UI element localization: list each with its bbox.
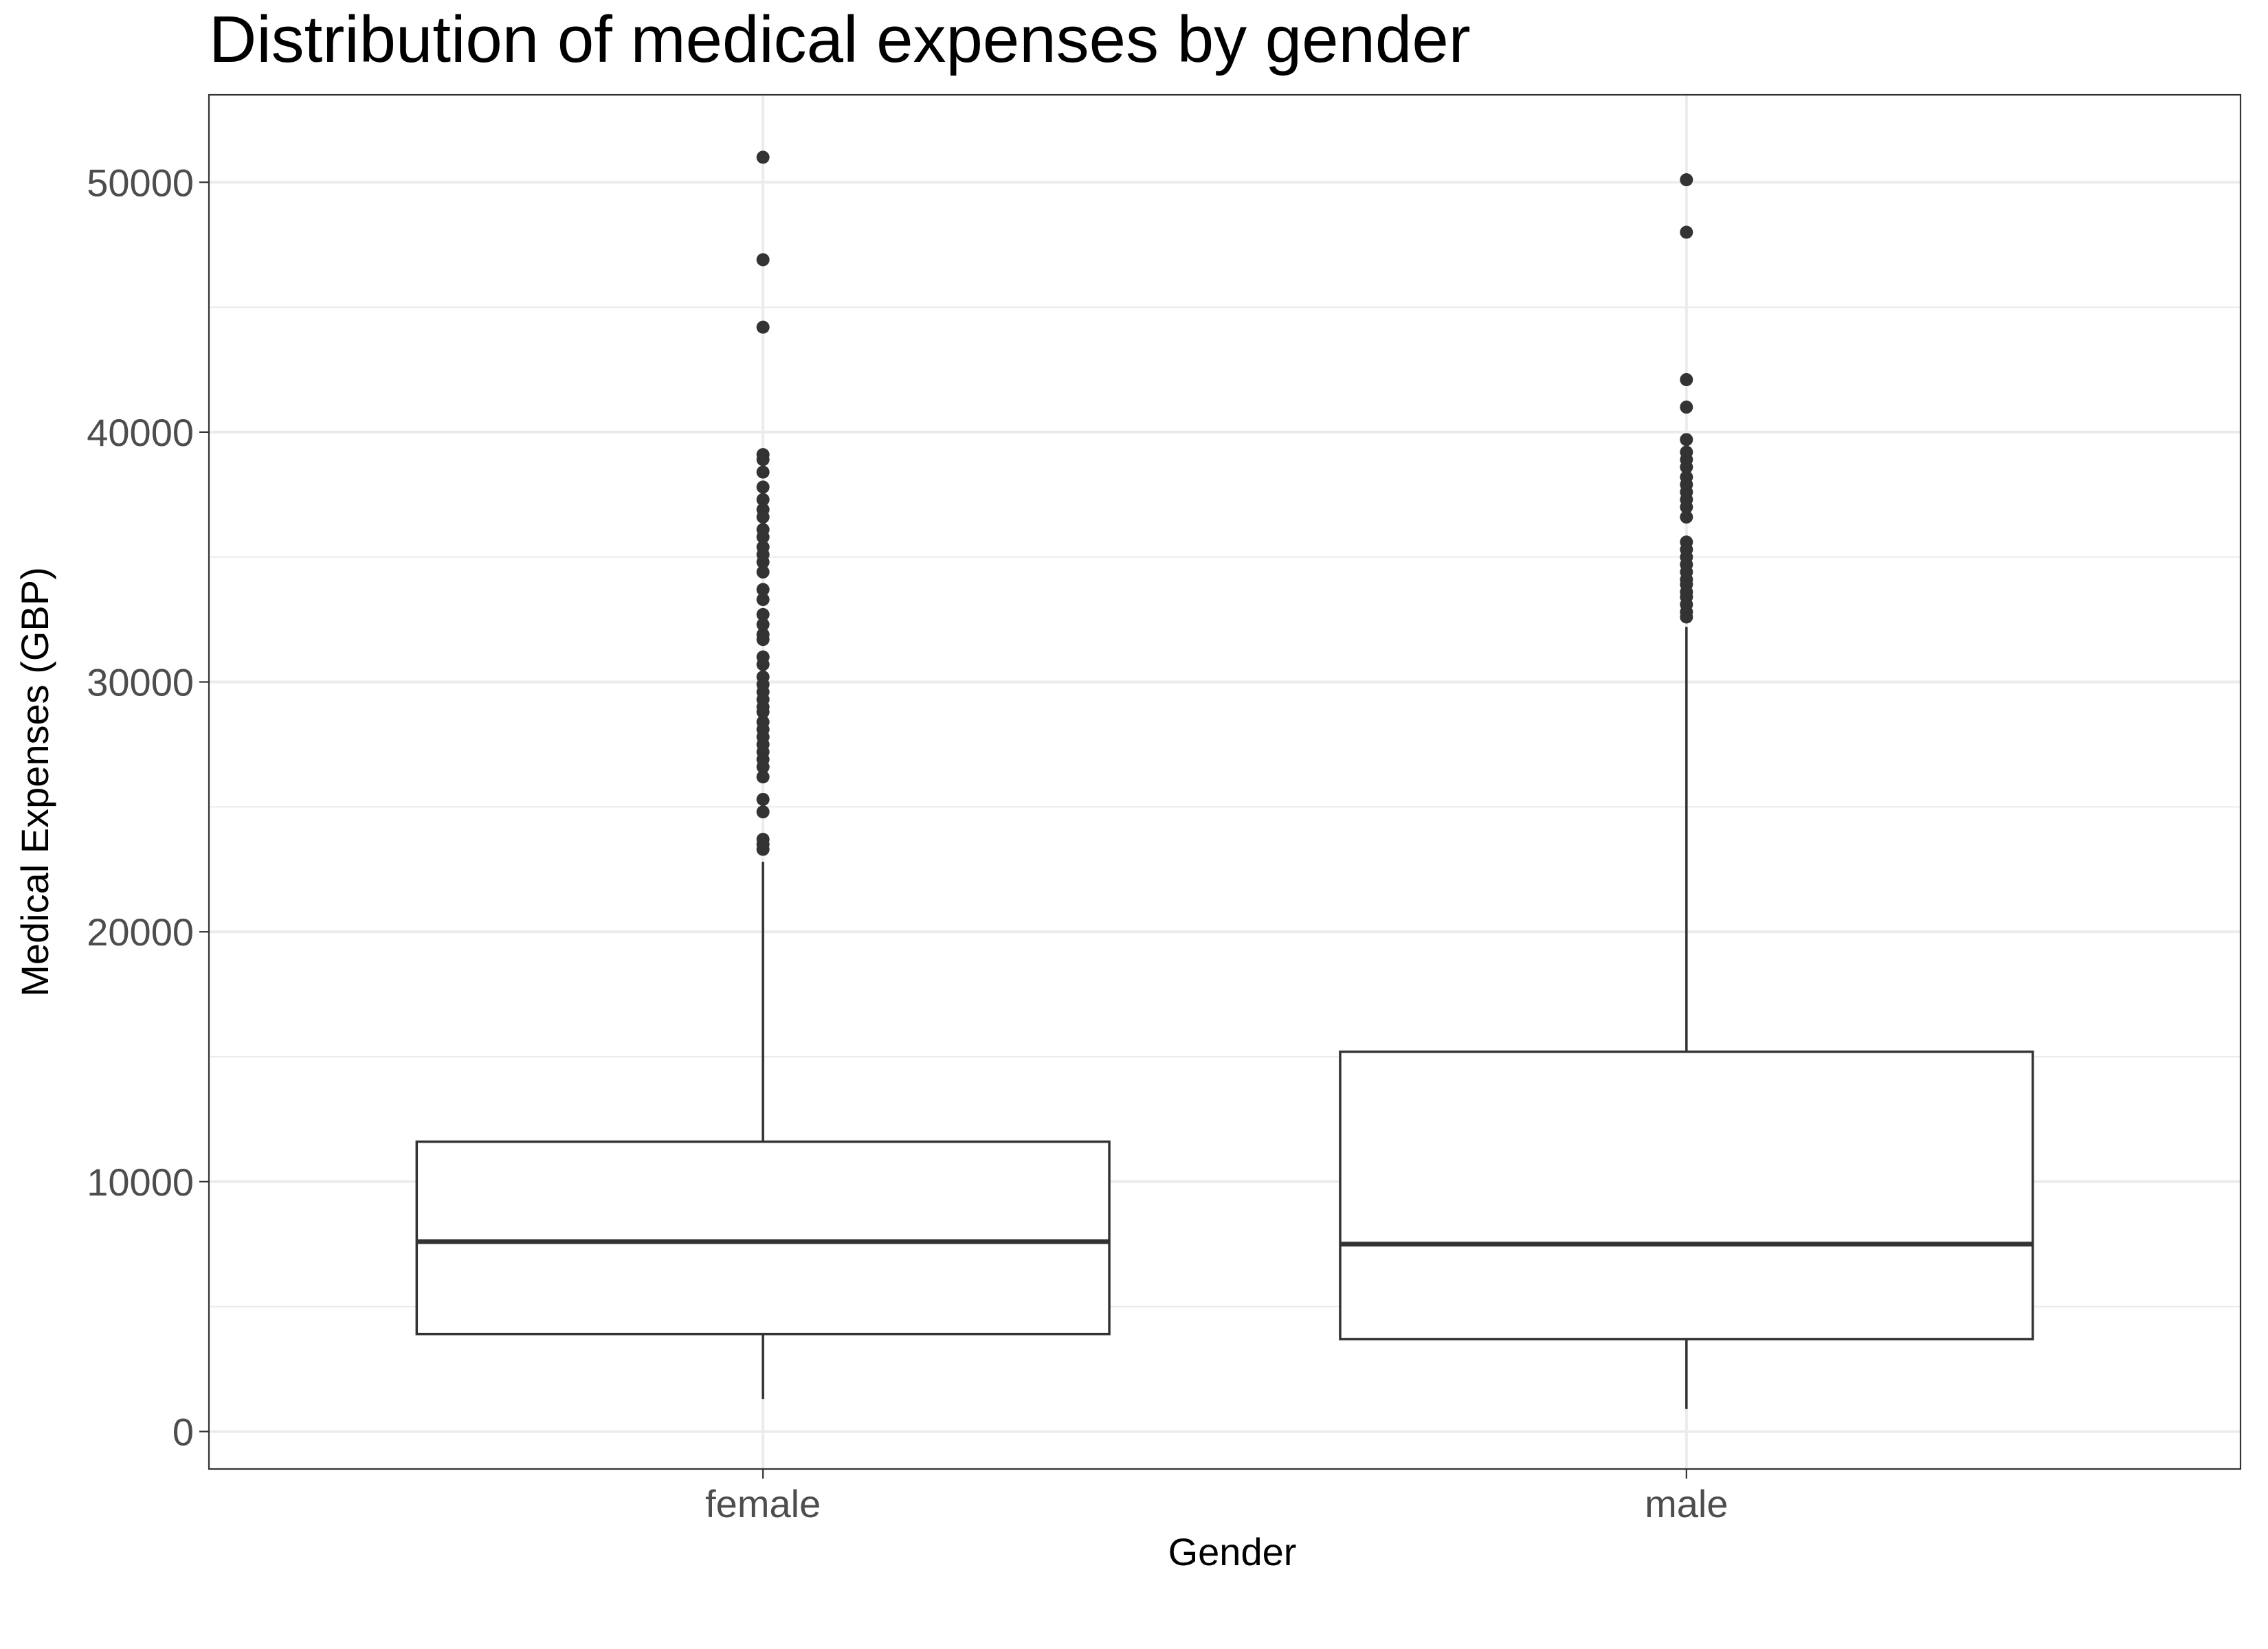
outlier-point xyxy=(756,453,770,467)
iqr-box xyxy=(415,1140,1111,1336)
outlier-point xyxy=(756,805,770,819)
box-female xyxy=(415,150,1111,1400)
x-tick-label-female: female xyxy=(705,1482,821,1525)
boxes xyxy=(415,150,2034,1409)
outlier-point xyxy=(756,583,770,596)
outlier-point xyxy=(1680,433,1693,447)
outlier-point xyxy=(756,658,770,671)
outlier-point xyxy=(756,511,770,524)
outlier-point xyxy=(756,320,770,334)
y-axis-title: Medical Expenses (GBP) xyxy=(13,567,56,997)
outlier-point xyxy=(756,842,770,856)
y-tick-label: 10000 xyxy=(87,1160,194,1204)
outlier-point xyxy=(1680,173,1693,187)
x-axis: female male xyxy=(705,1469,1728,1525)
outlier-point xyxy=(756,493,770,506)
y-tick-label: 0 xyxy=(173,1410,194,1453)
outlier-point xyxy=(756,465,770,479)
outlier-point xyxy=(756,565,770,579)
outlier-point xyxy=(756,607,770,621)
y-tick-label: 50000 xyxy=(87,161,194,204)
outlier-point xyxy=(1680,401,1693,414)
outlier-point xyxy=(756,530,770,544)
outlier-point xyxy=(756,792,770,806)
box-male xyxy=(1339,173,2034,1409)
outlier-point xyxy=(756,480,770,494)
iqr-box xyxy=(1339,1050,2034,1340)
outlier-point xyxy=(756,618,770,631)
outlier-point xyxy=(756,633,770,647)
outlier-point xyxy=(1680,373,1693,387)
outlier-point xyxy=(1680,500,1693,514)
y-tick-label: 40000 xyxy=(87,411,194,454)
y-tick-label: 20000 xyxy=(87,910,194,954)
outlier-point xyxy=(756,760,770,774)
outlier-point xyxy=(756,150,770,164)
plot-panel-border xyxy=(208,93,2242,1470)
y-axis: 0 10000 20000 30000 40000 50000 xyxy=(87,161,209,1453)
outlier-point xyxy=(756,770,770,784)
outlier-point xyxy=(1680,610,1693,624)
outlier-point xyxy=(1680,460,1693,474)
outlier-point xyxy=(756,705,770,719)
outlier-point xyxy=(756,555,770,569)
outlier-point xyxy=(756,253,770,267)
chart-title: Distribution of medical expenses by gend… xyxy=(209,3,1471,76)
outlier-point xyxy=(1680,511,1693,524)
x-axis-title: Gender xyxy=(1168,1530,1297,1573)
outlier-point xyxy=(756,593,770,607)
x-tick-label-male: male xyxy=(1645,1482,1728,1525)
outlier-point xyxy=(1680,225,1693,239)
y-tick-label: 30000 xyxy=(87,661,194,704)
